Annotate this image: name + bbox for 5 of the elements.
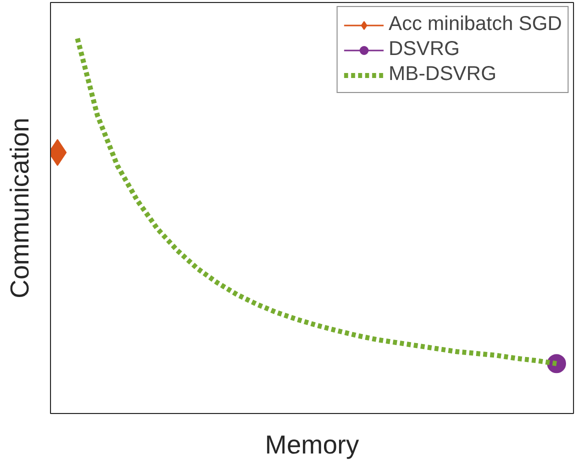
legend-label: MB-DSVRG [388, 63, 496, 86]
legend-label: Acc minibatch SGD [388, 13, 562, 36]
y-axis-title: Communication [4, 118, 34, 298]
legend-label: DSVRG [388, 38, 460, 61]
x-axis-title: Memory [265, 430, 359, 460]
